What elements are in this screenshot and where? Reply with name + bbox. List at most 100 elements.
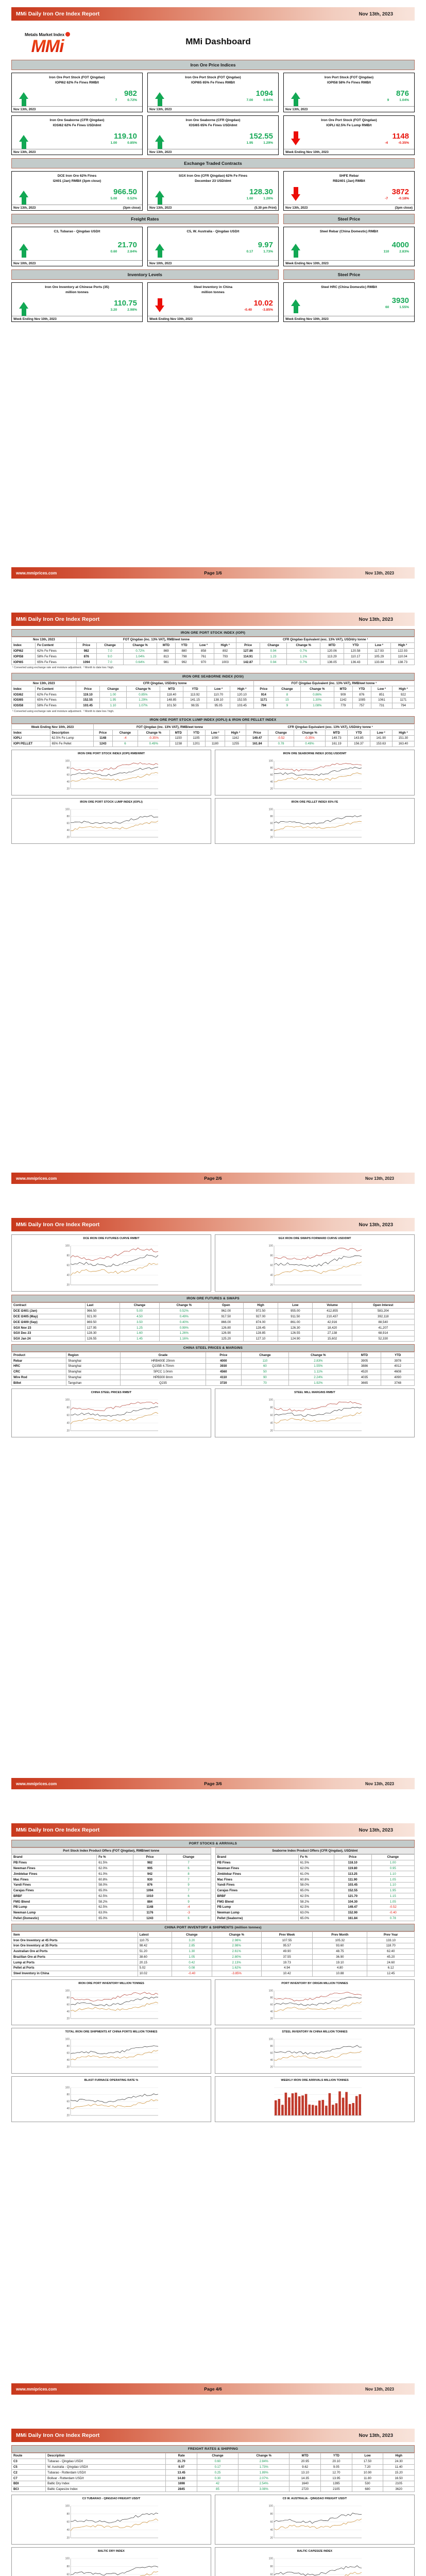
metric-card[interactable]: Iron Ore Port Stock (FOT Qingdao) IOPI62 … [11, 73, 143, 112]
table-cell: 0.99% [159, 1325, 209, 1331]
table-row[interactable]: PB Lump 62.5% 1148 -4 [11, 1904, 211, 1910]
table-row[interactable]: BCI Baltic Capesize Index 2845 85 3.08% 2720 2… [11, 2486, 415, 2493]
table-row[interactable]: Lump at Ports 20.15 0.42 2.13% 19.73 19.10 24.… [11, 1959, 415, 1966]
table-row[interactable]: PB Fines 61.5% 118.10 1.00 [215, 1859, 415, 1866]
metric-card[interactable]: Iron Ore Seaborne (CFR Qingdao) IOSI65 65… [147, 115, 279, 155]
table-row[interactable]: C3 Tubarao - Qingdao USD/t 21.70 0.60 2.84% 2… [11, 2458, 415, 2465]
metric-card[interactable]: SHFE Rebar RB2401 (Jan) RMB/t 3872 -7 -0.18%… [283, 171, 415, 211]
table-freight: Route Description Rate Change Change % MTD YTD… [11, 2453, 415, 2493]
metric-card[interactable]: SGX Iron Ore (CFR Qingdao) 62% Fe Fines D… [147, 171, 279, 211]
table-cell: Iron Ore Inventory at 35 Ports [11, 1942, 138, 1949]
table-row[interactable]: PB Fines 61.5% 982 7 [11, 1859, 211, 1866]
table-row[interactable]: Mac Fines 60.8% 930 7 [11, 1876, 211, 1883]
table-row[interactable]: Iron Ore Inventory at 45 Ports 110.75 3.20… [11, 1937, 415, 1943]
table-row[interactable]: Newman Lump 63.0% 1176 -3 [11, 1909, 211, 1916]
chart-row-p5-b: BALTIC DRY INDEX10080604020BALTIC CAPESI… [11, 2547, 415, 2576]
card-subtitle: IOSI65 65% Fe Fines USD/dmt [189, 123, 237, 127]
table-cell: 1.07% [126, 702, 160, 709]
table-row[interactable]: IOPI PELLET 65% Fe Pellet 1243 6 0.49% 1238 12… [11, 740, 415, 747]
table-row[interactable]: Rebar Shanghai HRB400E 20mm 4000 110 2.83% 390… [11, 1358, 415, 1364]
table-cell: IOPI58 [11, 653, 36, 660]
table-row[interactable]: Jimblebar Fines 61.0% 113.25 1.10 [215, 1871, 415, 1877]
svg-text:60: 60 [270, 1414, 273, 1417]
table-row[interactable]: BRBF 62.5% 121.70 1.15 [215, 1893, 415, 1900]
page-header-bar-2: MMi Daily Iron Ore Index Report Nov 13th… [11, 613, 415, 626]
table-row[interactable]: FMG Blend 58.2% 884 9 [11, 1899, 211, 1905]
table-cell: 60.8% [298, 1876, 334, 1883]
table-row[interactable]: Newman Fines 62.0% 995 6 [11, 1865, 211, 1872]
table-cell: 6 [166, 1893, 211, 1900]
table-cell: 12.45 [367, 1970, 415, 1977]
metric-card[interactable]: Steel Inventory in China million tonnes 10… [147, 282, 279, 322]
table-row[interactable]: BDI Baltic Dry Index 1698 42 2.54% 1640 1395 53… [11, 2480, 415, 2487]
table-row[interactable]: Pellet (Seaborne) 65.0% 161.84 0.78 [215, 1915, 415, 1922]
table-row[interactable]: IOPI65 65% Fe Fines 1094 7.0 0.64% 981 992 970 1… [11, 659, 415, 665]
table-cell: 104.30 [333, 1899, 372, 1905]
table-row[interactable]: Yandi Fines 58.0% 876 9 [11, 1882, 211, 1888]
footer-website[interactable]: www.mmiprices.com [16, 570, 57, 575]
table-row[interactable]: IOPI62 62% Fe Fines 982 7.0 0.72% 869 880 858 89… [11, 648, 415, 654]
table-row[interactable]: IOSI58 58% Fe Fines 103.45 1.10 1.07% 101.50 9… [11, 702, 415, 709]
table-cell: 117.93 [367, 648, 391, 654]
table-row[interactable]: Carajas Fines 65.0% 1094 7 [11, 1887, 211, 1894]
footer-website[interactable]: www.mmiprices.com [16, 1176, 57, 1181]
table-row[interactable]: Wire Rod Shanghai HPB300 8mm 4110 90 2.24% 403… [11, 1374, 415, 1381]
footer-website[interactable]: www.mmiprices.com [16, 1781, 57, 1786]
table-row[interactable]: IOSI65 65% Fe Fines 152.55 1.95 1.29% 148.85 1… [11, 697, 415, 703]
footer-date: Nov 13th, 2023 [365, 1176, 394, 1181]
table-row[interactable]: Mac Fines 60.8% 111.90 1.05 [215, 1876, 415, 1883]
table-row[interactable]: Jimblebar Fines 61.0% 942 8 [11, 1871, 211, 1877]
table-row[interactable]: BRBF 62.5% 1010 6 [11, 1893, 211, 1900]
card-date: Nov 13th, 2023 [285, 206, 308, 210]
table-cell: Bolivar - Rotterdam USD/t [45, 2475, 166, 2481]
table-row[interactable]: Iron Ore Inventory at 35 Ports 98.42 2.85 2… [11, 1942, 415, 1949]
table-row[interactable]: FMG Blend 58.2% 104.30 1.05 [215, 1899, 415, 1905]
table-row[interactable]: DCE I2405 (May) 921.00 4.50 0.49% 917.50 927.… [11, 1313, 415, 1320]
chart-container: IRON ORE PORT INVENTORY MILLION TONNES 10… [11, 1979, 211, 2025]
metric-card[interactable]: Iron Ore Seaborne (CFR Qingdao) IOSI62 62… [11, 115, 143, 155]
table-row[interactable]: Pellet (Domestic) 65.0% 1243 6 [11, 1915, 211, 1922]
metric-card[interactable]: Iron Port Stock (FOT Qingdao) IOPI58 58% … [283, 73, 415, 112]
table-row[interactable]: HRC Shanghai Q235B 4.75mm 3930 60 1.55% 3886 40… [11, 1363, 415, 1369]
metric-card[interactable]: Iron Ore Inventory at Chinese Ports (35)… [11, 282, 143, 322]
table-cell: 153.63 [369, 740, 393, 747]
table-column-header: Price [246, 730, 269, 736]
table-row[interactable]: SGX Nov 23 127.95 1.25 0.99% 126.80 128.45 126… [11, 1325, 415, 1331]
table-column-header: MTD [325, 730, 348, 736]
footer-website[interactable]: www.mmiprices.com [16, 2386, 57, 2392]
table-row[interactable]: C5 W. Australia - Qingdao USD/t 9.97 0.17 1.… [11, 2464, 415, 2470]
table-row[interactable]: SGX Dec 23 128.30 1.60 1.26% 126.90 128.85 126… [11, 1330, 415, 1336]
metric-card[interactable]: Steel HRC (China Domestic) RMB/t 3930 60 1.… [283, 282, 415, 322]
table-row[interactable]: Newman Fines 62.0% 119.80 0.95 [215, 1865, 415, 1872]
table-row[interactable]: PB Lump 62.5% 149.47 -0.52 [215, 1904, 415, 1910]
table-row[interactable]: Carajas Fines 65.0% 152.55 1.95 [215, 1887, 415, 1894]
table-row[interactable]: SGX Jan 24 126.55 1.45 1.16% 125.20 127.10 124… [11, 1335, 415, 1342]
table-row[interactable]: CRC Shanghai SPCC 1.0mm 4560 50 1.11% 4520 4608 [11, 1368, 415, 1375]
table-row[interactable]: Australian Ore at Ports 51.20 1.30 2.61% 49.… [11, 1948, 415, 1955]
table-row[interactable]: IOPLI 62.5% Fe Lump 1148 -4 -0.35% 1150 1105 10… [11, 735, 415, 741]
table-row[interactable]: Steel Inventory in China 10.02 -0.40 -3.85%… [11, 1970, 415, 1977]
table-row[interactable]: C2 Tubarao - Rotterdam USD/t 13.45 0.25 1.89… [11, 2469, 415, 2476]
table-row[interactable]: DCE I2401 (Jan) 966.50 5.00 0.52% 962.00 972.… [11, 1308, 415, 1314]
page-1: MMi Daily Iron Ore Index Report Nov 13th… [0, 0, 426, 605]
table-row[interactable]: Yandi Fines 58.0% 103.45 1.10 [215, 1882, 415, 1888]
table-row[interactable]: Billet Tangshan Q235 3720 70 1.92% 3665 3748 [11, 1380, 415, 1386]
metric-card[interactable]: C3, Tubarao - Qingdao USD/t 21.70 0.60 2.84… [11, 227, 143, 266]
table-column-header: YTD [175, 642, 194, 649]
table-row[interactable]: C7 Bolivar - Rotterdam USD/t 14.80 0.30 2.07… [11, 2475, 415, 2481]
table-cell: 1.45 [120, 1335, 160, 1342]
table-row[interactable]: Pellet at Ports 5.02 0.08 1.62% 4.94 4.80 6.12 [11, 1965, 415, 1971]
metric-card[interactable]: Iron Ore Port Stock (FOT Qingdao) IOPLI 6… [283, 115, 415, 155]
table-row[interactable]: DCE I2409 (Sep) 869.50 3.50 0.40% 866.00 874.… [11, 1319, 415, 1326]
table-row[interactable]: IOPI58 58% Fe Fines 876 9.0 1.04% 813 798 761 79… [11, 653, 415, 660]
metric-card[interactable]: Iron Ore Port Stock (FOT Qingdao) IOPI65 … [147, 73, 279, 112]
metric-card[interactable]: DCE Iron Ore 62% Fines I2401 (Jan) RMB/t … [11, 171, 143, 211]
table-cell: 2.61% [211, 1948, 262, 1955]
metric-card[interactable]: Steel Rebar (China Domestic) RMB/t 4000 11… [283, 227, 415, 266]
metric-card[interactable]: C5, W. Australia - Qingdao USD/t 9.97 0.17… [147, 227, 279, 266]
table-row[interactable]: Brazilian Ore at Ports 38.60 1.05 2.80% 37.5… [11, 1954, 415, 1960]
table-row[interactable]: Newman Lump 63.0% 152.90 -0.40 [215, 1909, 415, 1916]
svg-text:80: 80 [270, 2045, 273, 2048]
table-cell: 10.42 [261, 1970, 313, 1977]
table-row[interactable]: IOSI62 62% Fe Fines 119.10 1.00 0.85% 118.40 1… [11, 691, 415, 698]
